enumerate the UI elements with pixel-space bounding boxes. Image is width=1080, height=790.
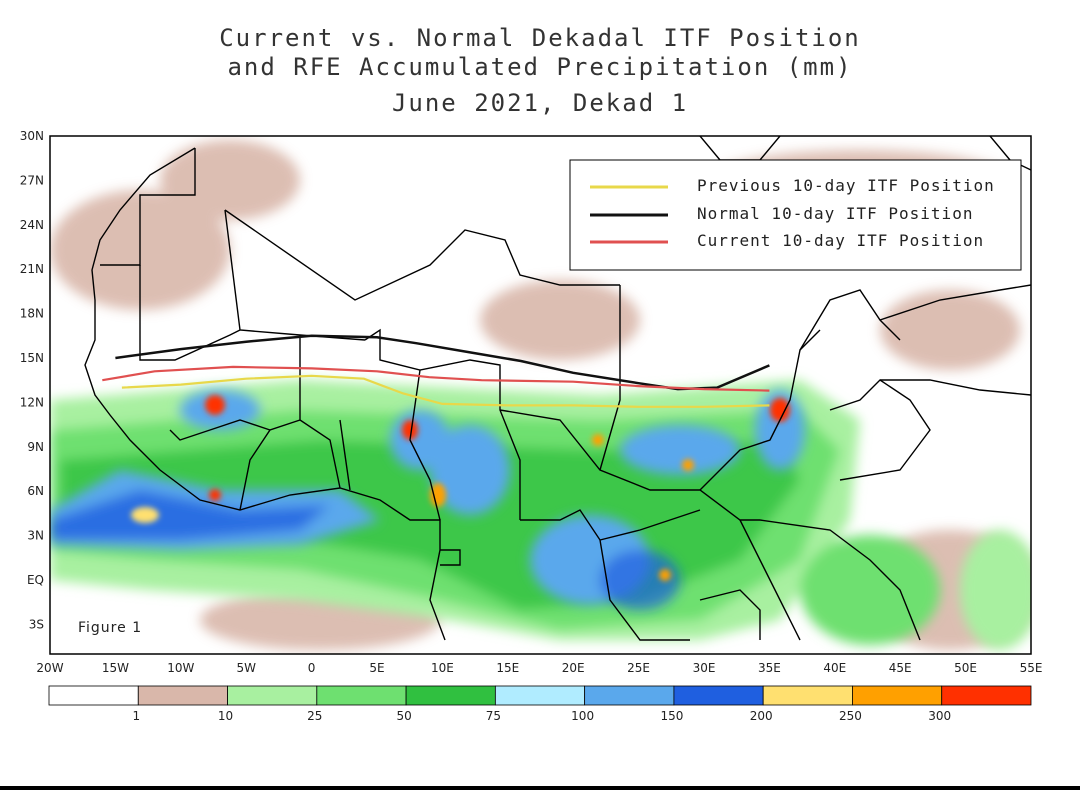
colorbar-label: 10	[218, 709, 233, 723]
colorbar-label: 1	[132, 709, 140, 723]
country-borders	[84, 136, 1031, 641]
lat-tick-label: 18N	[20, 307, 44, 321]
itf-legend: Previous 10-day ITF Position Normal 10-d…	[569, 159, 1022, 271]
lat-tick-label: 15N	[20, 351, 44, 365]
colorbar: 1 10 25 50 75 100 150 200 250 300	[48, 685, 1032, 723]
latitude-ticks: 30N 27N 24N 21N 18N 15N 12N 9N 6N 3N EQ 3S	[20, 129, 44, 631]
title-line-3: June 2021, Dekad 1	[391, 89, 689, 117]
title-line-1: Current vs. Normal Dekadal ITF Position	[219, 24, 861, 52]
colorbar-swatch	[852, 685, 943, 706]
lon-tick-label: 0	[308, 661, 316, 675]
colorbar-swatch	[227, 685, 318, 706]
colorbar-label: 50	[396, 709, 411, 723]
bottom-rule	[0, 786, 1080, 790]
itf-line-current	[102, 365, 770, 392]
lat-tick-label: 3S	[29, 617, 44, 631]
lon-tick-label: 20E	[562, 661, 585, 675]
title-line-2: and RFE Accumulated Precipitation (mm)	[227, 53, 853, 81]
colorbar-label: 100	[571, 709, 594, 723]
lon-tick-label: 30E	[693, 661, 716, 675]
colorbar-swatch	[494, 685, 586, 706]
colorbar-swatch	[48, 685, 139, 706]
colorbar-label: 75	[486, 709, 501, 723]
lat-tick-label: 24N	[20, 218, 44, 232]
lat-tick-label: 6N	[27, 484, 44, 498]
colorbar-swatch	[137, 685, 228, 706]
lon-tick-label: 15W	[102, 661, 129, 675]
lon-tick-label: 5W	[236, 661, 256, 675]
lon-tick-label: 10W	[167, 661, 194, 675]
lon-tick-label: 50E	[954, 661, 977, 675]
colorbar-swatch	[316, 685, 407, 706]
colorbar-swatch	[673, 685, 764, 706]
colorbar-label: 150	[660, 709, 683, 723]
colorbar-swatch	[405, 685, 496, 706]
colorbar-swatch	[584, 685, 675, 706]
colorbar-label: 250	[839, 709, 862, 723]
legend-label-current: Current 10-day ITF Position	[697, 231, 984, 250]
legend-label-previous: Previous 10-day ITF Position	[697, 176, 995, 195]
itf-line-normal	[115, 334, 770, 391]
lon-tick-label: 40E	[823, 661, 846, 675]
lat-tick-label: 12N	[20, 395, 44, 409]
lat-tick-label: 30N	[20, 129, 44, 143]
lon-tick-label: 10E	[431, 661, 454, 675]
lat-tick-label: 27N	[20, 173, 44, 187]
colorbar-swatch	[762, 685, 853, 706]
map-frame	[49, 135, 1032, 655]
lon-tick-label: 35E	[758, 661, 781, 675]
colorbar-swatch	[941, 685, 1032, 706]
lon-tick-label: 45E	[889, 661, 912, 675]
lat-tick-label: 9N	[27, 440, 44, 454]
lon-tick-label: 5E	[369, 661, 384, 675]
legend-label-normal: Normal 10-day ITF Position	[697, 204, 973, 223]
lat-tick-label: EQ	[27, 573, 44, 587]
itf-lines	[102, 334, 770, 408]
lat-tick-label: 21N	[20, 262, 44, 276]
longitude-ticks: 20W 15W 10W 5W 0 5E 10E 15E 20E 25E 30E 35E 40E 45E 50…	[36, 661, 1042, 675]
colorbar-label: 300	[928, 709, 951, 723]
lon-tick-label: 20W	[36, 661, 63, 675]
lon-tick-label: 15E	[496, 661, 519, 675]
colorbar-label: 25	[307, 709, 322, 723]
lon-tick-label: 25E	[627, 661, 650, 675]
figure-label: Figure 1	[78, 620, 142, 636]
itf-line-previous	[121, 374, 770, 408]
lon-tick-label: 55E	[1020, 661, 1043, 675]
colorbar-label: 200	[750, 709, 773, 723]
lat-tick-label: 3N	[27, 529, 44, 543]
